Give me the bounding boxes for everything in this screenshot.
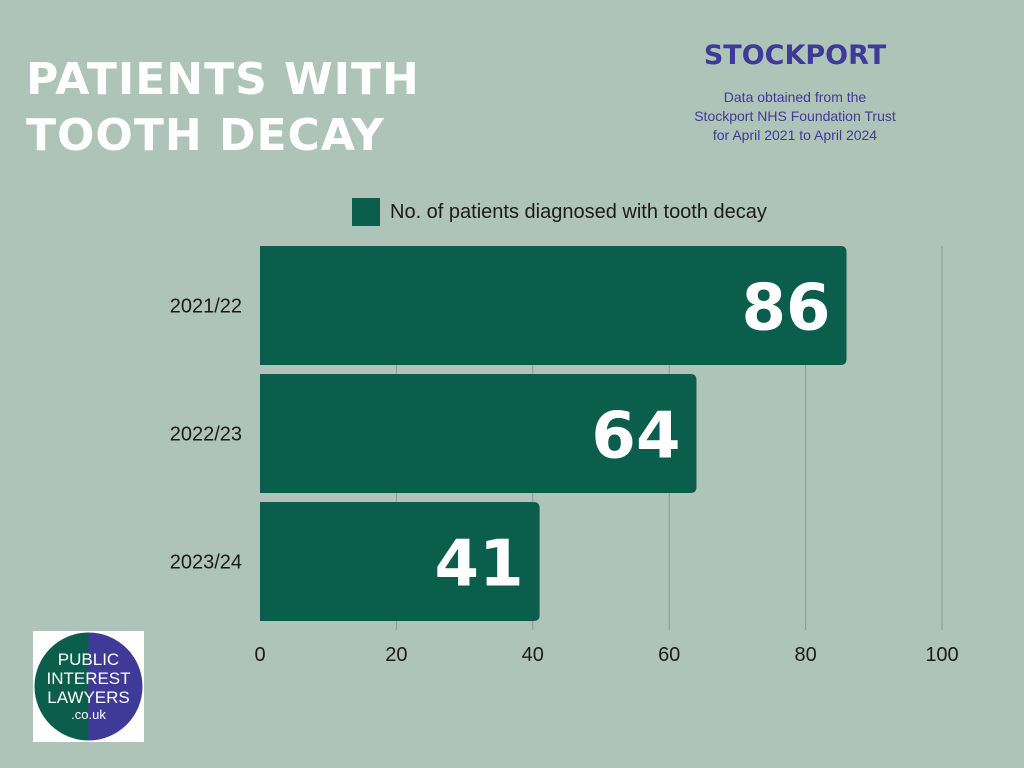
data-source-note: Data obtained from the Stockport NHS Fou… xyxy=(645,88,945,145)
logo-badge: PUBLIC INTEREST LAWYERS .co.uk xyxy=(34,632,143,741)
location-label: STOCKPORT xyxy=(703,40,887,71)
bar-2021-22 xyxy=(260,246,847,365)
logo-text-line-2: INTEREST xyxy=(46,669,130,688)
x-tick-label-80: 80 xyxy=(794,644,816,666)
data-label-2022-23: 64 xyxy=(591,400,680,474)
data-source-line-3: for April 2021 to April 2024 xyxy=(712,127,878,143)
chart-legend: No. of patients diagnosed with tooth dec… xyxy=(352,198,767,226)
data-label-2023-24: 41 xyxy=(435,528,524,602)
logo-text-line-3: LAWYERS xyxy=(47,688,130,707)
x-tick-label-0: 0 xyxy=(254,644,265,666)
category-label-2023-24: 2023/24 xyxy=(170,552,242,574)
x-tick-label-20: 20 xyxy=(385,644,407,666)
chart-title-line-2: TOOTH DECAY xyxy=(26,110,385,161)
logo-text-line-4: .co.uk xyxy=(71,707,106,722)
data-source-line-2: Stockport NHS Foundation Trust xyxy=(694,108,896,124)
x-tick-label-40: 40 xyxy=(522,644,544,666)
legend-label: No. of patients diagnosed with tooth dec… xyxy=(390,200,767,223)
x-tick-label-60: 60 xyxy=(658,644,680,666)
chart-title-line-1: PATIENTS WITH xyxy=(26,54,420,105)
chart-title: PATIENTS WITH TOOTH DECAY xyxy=(26,52,506,164)
public-interest-lawyers-logo: PUBLIC INTEREST LAWYERS .co.uk xyxy=(33,631,144,742)
x-tick-label-100: 100 xyxy=(925,644,958,666)
legend-swatch xyxy=(352,198,380,226)
category-label-2022-23: 2022/23 xyxy=(170,424,242,446)
logo-text-line-1: PUBLIC xyxy=(58,650,119,669)
data-label-2021-22: 86 xyxy=(741,272,830,346)
data-source-line-1: Data obtained from the xyxy=(723,89,867,105)
bar-2022-23 xyxy=(260,374,697,493)
bar-2023-24 xyxy=(260,502,540,621)
category-label-2021-22: 2021/22 xyxy=(170,296,242,318)
